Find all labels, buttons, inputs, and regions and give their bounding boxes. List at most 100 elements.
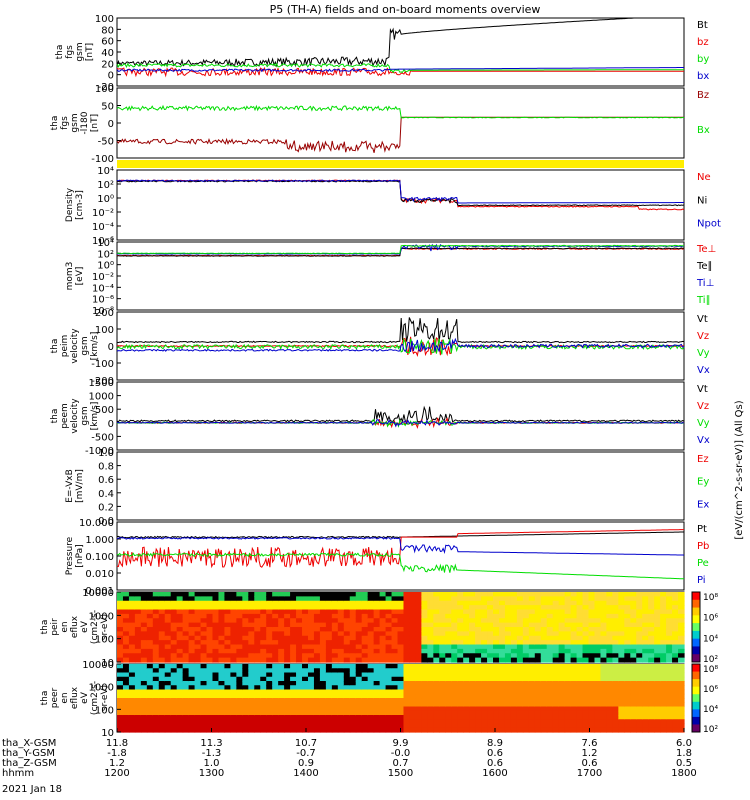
spectrogram-cell [504, 653, 512, 659]
panel-peif: 10000100010010thapeirenefluxeV(cm2-s-sr-… [40, 588, 685, 669]
spectrogram-cell [170, 719, 178, 725]
y-tick-label: 500 [95, 405, 114, 416]
spectrogram-cell [493, 600, 500, 606]
spectrogram-cell [534, 664, 542, 669]
spectrogram-cell [296, 689, 303, 695]
spectrogram-cell [534, 613, 542, 619]
spectrogram-cell [182, 672, 190, 678]
spectrogram-cell [134, 693, 142, 699]
spectrogram-cell [200, 631, 208, 637]
spectrogram-cell [164, 605, 172, 611]
spectrogram-cell [284, 727, 291, 733]
spectrogram-cell [152, 609, 160, 615]
spectrogram-cell [319, 676, 327, 682]
spectrogram-cell [427, 627, 434, 632]
spectrogram-cell [278, 664, 285, 669]
spectrogram-cell [624, 689, 631, 695]
spectrogram-cell [540, 644, 548, 650]
spectrogram-cell [242, 622, 249, 628]
spectrogram-cell [170, 596, 178, 602]
spectrogram-cell [188, 648, 196, 654]
y-tick-label: -200 [91, 376, 114, 387]
spectrogram-cell [296, 613, 303, 619]
spectrogram-cell [230, 664, 237, 669]
spectrogram-cell [176, 596, 184, 602]
spectrogram-cell [403, 693, 411, 699]
spectrogram-cell [540, 681, 548, 686]
spectrogram-cell [421, 727, 428, 733]
spectrogram-cell [337, 719, 345, 725]
spectrogram-cell [576, 685, 584, 691]
spectrogram-cell [361, 648, 369, 654]
spectrogram-cell [457, 689, 464, 695]
spectrogram-cell [128, 706, 136, 712]
spectrogram-cell [564, 702, 572, 708]
spectrogram-cell [600, 653, 608, 659]
spectrogram-cell [493, 653, 500, 659]
spectrogram-cell [128, 672, 136, 678]
spectrogram-cell [331, 727, 339, 733]
spectrogram-cell [528, 609, 536, 615]
spectrogram-cell [164, 664, 172, 669]
spectrogram-cell [582, 644, 590, 650]
spectrogram-cell [528, 596, 536, 602]
spectrogram-cell [487, 605, 494, 611]
spectrogram-cell [224, 613, 231, 619]
spectrogram-cell [540, 672, 548, 678]
spectrogram-cell [206, 685, 214, 691]
spectrogram-cell [618, 723, 625, 729]
spectrogram-cell [128, 609, 136, 615]
spectrogram-cell [307, 723, 315, 729]
spectrogram-cell [660, 644, 667, 650]
spectrogram-cell [224, 685, 231, 691]
spectrogram-cell [128, 613, 136, 619]
spectrogram-cell [457, 618, 464, 624]
spectrogram-cell [493, 723, 500, 729]
spectrogram-cell [493, 609, 500, 615]
y-tick-label: 10⁻⁶ [92, 236, 114, 247]
spectrogram-cell [158, 653, 166, 659]
spectrogram-cell [391, 635, 399, 641]
spectrogram-cell [313, 635, 321, 641]
spectrogram-cell [606, 613, 613, 619]
spectrogram-cell [475, 702, 482, 708]
spectrogram-cell [487, 644, 494, 650]
spectrogram-cell [367, 640, 375, 646]
spectrogram-cell [284, 600, 291, 606]
spectrogram-cell [534, 622, 542, 628]
spectrogram-cell [367, 635, 375, 641]
spectrogram-cell [307, 657, 315, 663]
spectrogram-cell [134, 706, 142, 712]
spectrogram-cell [337, 631, 345, 637]
spectrogram-cell [528, 613, 536, 619]
spectrogram-cell [391, 664, 399, 669]
spectrogram-cell [498, 676, 506, 682]
spectrogram-cell [200, 609, 208, 615]
spectrogram-cell [600, 627, 608, 632]
spectrogram-cell [230, 648, 237, 654]
spectrogram-cell [552, 672, 560, 678]
spectrogram-cell [672, 600, 679, 606]
spectrogram-cell [528, 681, 536, 686]
spectrogram-cell [242, 685, 249, 691]
spectrogram-cell [355, 719, 363, 725]
spectrogram-cell [546, 627, 554, 632]
spectrogram-cell [307, 681, 315, 686]
spectrogram-cell [630, 702, 637, 708]
legend-entry: bx [697, 71, 709, 82]
spectrogram-cell [564, 618, 572, 624]
spectrogram-cell [182, 676, 190, 682]
spectrogram-cell [433, 706, 440, 712]
spectrogram-cell [117, 600, 124, 606]
spectrogram-cell [278, 653, 285, 659]
spectrogram-cell [212, 672, 220, 678]
spectrogram-cell [427, 592, 434, 597]
spectrogram-cell [302, 668, 309, 674]
spectrogram-cell [457, 622, 464, 628]
spectrogram-cell [582, 681, 590, 686]
spectrogram-cell [242, 664, 249, 669]
spectrogram-cell [194, 592, 202, 597]
spectrogram-cell [642, 689, 649, 695]
spectrogram-cell [266, 622, 273, 628]
spectrogram-cell [475, 613, 482, 619]
